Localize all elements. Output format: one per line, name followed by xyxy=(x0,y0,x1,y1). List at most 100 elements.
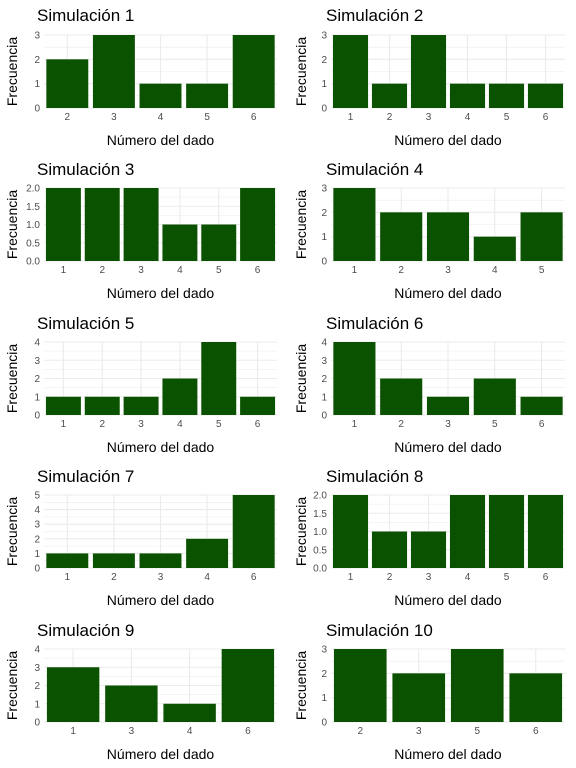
bar-1 xyxy=(46,667,100,722)
y-tick-label: 2.0 xyxy=(26,184,40,195)
x-axis-title: Número del dado xyxy=(394,592,502,608)
x-tick-label: 3 xyxy=(445,265,451,276)
bar-4 xyxy=(162,378,198,415)
y-tick-label: 3 xyxy=(321,184,327,195)
y-tick-label: 0 xyxy=(34,104,40,115)
y-tick-label: 0 xyxy=(34,411,40,422)
y-tick-label: 2 xyxy=(321,55,327,66)
x-tick-label: 1 xyxy=(61,419,67,430)
bar-3 xyxy=(410,531,447,568)
bar-2 xyxy=(333,649,387,722)
x-tick-label: 5 xyxy=(204,112,210,123)
bar-5 xyxy=(201,342,237,415)
y-tick-label: 1.5 xyxy=(313,509,327,520)
chart-panel-10: Simulación 10 0 1 2 3 2 3 5 6 Número del dado Frec… xyxy=(293,621,565,762)
y-axis-title: Frecuencia xyxy=(293,344,309,413)
y-axis-title: Frecuencia xyxy=(293,37,309,106)
y-tick-label: 3 xyxy=(321,356,327,367)
x-tick-label: 4 xyxy=(187,726,193,737)
bar-3 xyxy=(123,396,159,415)
bar-4 xyxy=(186,538,229,568)
y-tick-label: 3 xyxy=(321,31,327,42)
bar-2 xyxy=(84,396,120,415)
y-tick-label: 4 xyxy=(34,645,40,656)
chart-panel-8: Simulación 8 0.0 0.5 1.0 1.5 2.0 1 2 3 4 5 6 Número … xyxy=(293,467,565,608)
y-axis-title: Frecuencia xyxy=(293,190,309,259)
bar-3 xyxy=(392,673,446,722)
y-axis-title: Frecuencia xyxy=(4,497,20,566)
x-tick-label: 6 xyxy=(251,572,257,583)
y-axis-title: Frecuencia xyxy=(4,190,20,259)
x-tick-label: 6 xyxy=(543,572,549,583)
y-tick-label: 0.0 xyxy=(26,257,40,268)
x-axis-title: Número del dado xyxy=(107,592,215,608)
y-tick-label: 3 xyxy=(34,31,40,42)
bar-3 xyxy=(105,685,158,722)
bar-5 xyxy=(186,83,229,108)
bar-2 xyxy=(371,531,408,568)
bar-1 xyxy=(45,396,81,415)
y-tick-label: 1 xyxy=(321,392,327,403)
bar-2 xyxy=(380,378,423,415)
y-tick-label: 5 xyxy=(34,491,40,502)
x-tick-label: 4 xyxy=(465,572,471,583)
bar-5 xyxy=(520,212,563,261)
chart-title: Simulación 2 xyxy=(326,6,423,25)
bar-1 xyxy=(333,188,376,261)
chart-panel-5: Simulación 5 0 1 2 3 4 1 2 3 4 5 6 Número del dado Fr… xyxy=(4,314,277,455)
x-tick-label: 5 xyxy=(216,419,222,430)
bar-3 xyxy=(139,553,182,568)
y-tick-label: 3 xyxy=(34,356,40,367)
y-tick-label: 0 xyxy=(321,718,327,729)
x-tick-label: 2 xyxy=(387,112,393,123)
x-tick-label: 3 xyxy=(416,726,422,737)
bar-5 xyxy=(488,495,525,568)
x-tick-label: 3 xyxy=(426,572,432,583)
chart-panel-2: Simulación 2 0 1 2 3 1 2 3 4 5 6 Número del dado Fre… xyxy=(293,6,565,148)
x-tick-label: 4 xyxy=(204,572,210,583)
y-tick-label: 1 xyxy=(321,232,327,243)
chart-panel-9: Simulación 9 0 1 2 3 4 1 3 4 6 Número del dado Frec… xyxy=(4,621,277,762)
x-axis-title: Número del dado xyxy=(107,746,215,762)
y-tick-label: 2 xyxy=(321,669,327,680)
bar-1 xyxy=(46,553,89,568)
y-tick-label: 0 xyxy=(321,257,327,268)
x-tick-label: 5 xyxy=(216,265,222,276)
chart-panel-4: Simulación 4 0 1 2 3 1 2 3 4 5 Número del dado Frec… xyxy=(293,160,565,301)
y-tick-label: 4 xyxy=(34,505,40,516)
x-tick-label: 5 xyxy=(504,112,510,123)
y-tick-label: 0 xyxy=(34,718,40,729)
chart-title: Simulación 7 xyxy=(37,467,134,486)
y-axis-title: Frecuencia xyxy=(4,651,20,720)
bar-6 xyxy=(221,649,275,722)
y-tick-label: 1 xyxy=(34,699,40,710)
x-tick-label: 2 xyxy=(99,265,105,276)
x-tick-label: 6 xyxy=(533,726,539,737)
x-tick-label: 6 xyxy=(245,726,251,737)
chart-title: Simulación 5 xyxy=(37,314,134,333)
x-tick-label: 5 xyxy=(474,726,480,737)
x-axis-title: Número del dado xyxy=(107,439,215,455)
x-tick-label: 3 xyxy=(138,265,144,276)
x-tick-label: 4 xyxy=(158,112,164,123)
x-tick-label: 3 xyxy=(129,726,135,737)
x-tick-label: 4 xyxy=(177,419,183,430)
y-tick-label: 3 xyxy=(321,645,327,656)
y-tick-label: 0 xyxy=(321,411,327,422)
y-tick-label: 2 xyxy=(34,374,40,385)
x-tick-label: 4 xyxy=(465,112,471,123)
bar-1 xyxy=(333,342,376,415)
y-axis-title: Frecuencia xyxy=(4,37,20,106)
x-tick-label: 3 xyxy=(158,572,164,583)
x-tick-label: 5 xyxy=(504,572,510,583)
bar-5 xyxy=(488,83,525,108)
x-tick-label: 5 xyxy=(492,419,498,430)
y-tick-label: 0 xyxy=(34,564,40,575)
x-tick-label: 1 xyxy=(65,572,71,583)
y-tick-label: 3 xyxy=(34,520,40,531)
y-tick-label: 3 xyxy=(34,663,40,674)
x-tick-label: 5 xyxy=(539,265,545,276)
chart-panel-1: Simulación 1 0 1 2 3 2 3 4 5 6 Número del dado Frec… xyxy=(4,6,277,148)
bar-3 xyxy=(426,396,470,415)
x-tick-label: 6 xyxy=(543,112,549,123)
